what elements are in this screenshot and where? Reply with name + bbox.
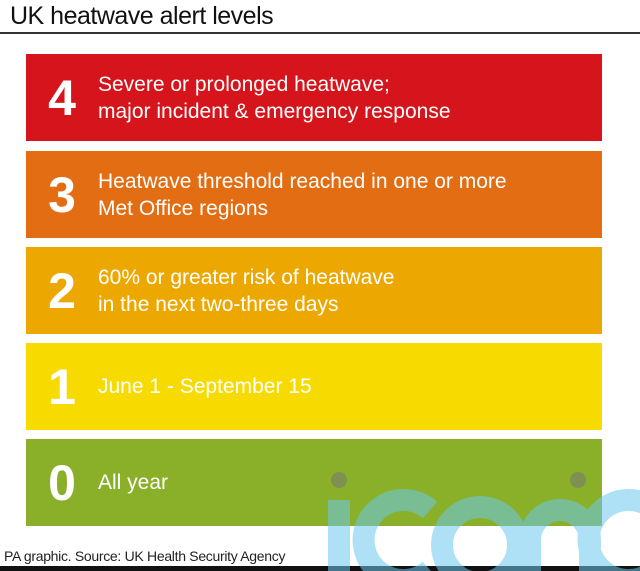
level-description: June 1 - September 15	[98, 375, 312, 398]
level-number: 0	[48, 454, 76, 511]
alert-level-3: 3 Heatwave threshold reached in one or mo…	[26, 151, 602, 238]
page-title: UK heatwave alert levels	[10, 2, 274, 30]
level-description: All year	[98, 471, 169, 494]
level-description: Severe or prolonged heatwave; major inci…	[98, 72, 451, 123]
level-number: 3	[48, 166, 76, 223]
alert-level-0: 0 All year	[26, 439, 602, 526]
level-number: 2	[48, 262, 76, 319]
title-divider	[0, 32, 640, 34]
iconic-watermark	[328, 472, 640, 571]
level-number: 1	[48, 358, 76, 415]
source-credit: PA graphic. Source: UK Health Security A…	[4, 548, 286, 564]
level-description: Heatwave threshold reached in one or mor…	[98, 169, 507, 220]
level-description: 60% or greater risk of heatwave in the n…	[98, 265, 395, 316]
level-number: 4	[48, 69, 76, 126]
bottom-bar	[0, 566, 640, 571]
alert-level-2: 2 60% or greater risk of heatwave in the …	[26, 247, 602, 334]
alert-level-4: 4 Severe or prolonged heatwave; major inc…	[26, 54, 602, 141]
alert-level-1: 1 June 1 - September 15	[26, 343, 602, 430]
